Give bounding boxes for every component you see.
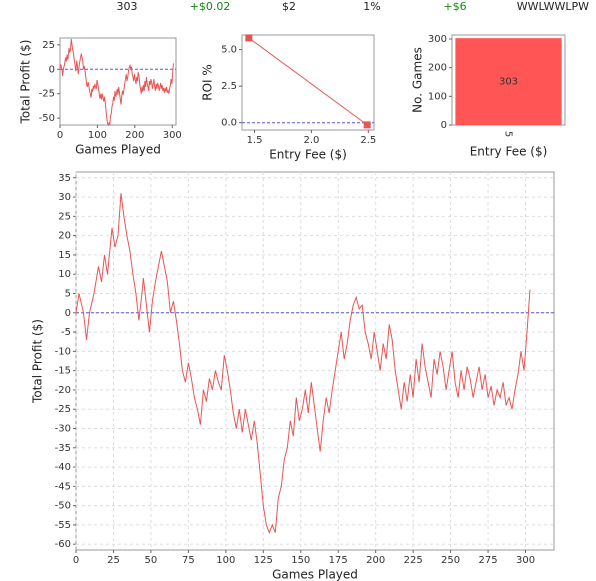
y-tick-label: 0.0 [221,118,237,129]
x-axis-label: Entry Fee ($) [269,148,347,162]
y-tick-label: 0 [441,120,447,131]
stat: +$0.02 [190,0,231,13]
y-tick-label: -30 [55,424,71,435]
y-axis-label: No. Games [411,47,425,113]
x-tick-label: 250 [441,555,460,566]
y-tick-label: -20 [55,385,71,396]
y-tick-label: -15 [55,366,71,377]
y-tick-label: 10 [58,269,71,280]
line [75,193,531,534]
y-axis-label: Total Profit ($) [19,40,33,125]
bar [455,38,562,126]
marker [363,121,371,129]
y-tick-label: -45 [55,481,71,492]
x-axis-label: Games Played [272,568,358,581]
y-tick-label: 0 [65,308,71,319]
y-tick-label: 30 [58,192,71,203]
y-tick-label: -60 [55,539,71,550]
plot-area [59,37,177,126]
y-tick-label: 0 [49,64,55,75]
x-tick-label: 2.5 [360,135,376,146]
x-tick-label: 25 [107,555,120,566]
x-tick-label: 2.0 [303,135,319,146]
x-tick-label: 300 [163,130,182,141]
line [248,37,368,126]
y-tick-label: 200 [428,63,447,74]
y-axis-label: Total Profit ($) [31,319,45,404]
y-tick-label: 25 [42,40,55,51]
x-tick-label: 200 [366,555,385,566]
y-tick-label: 300 [428,34,447,45]
x-tick-label: 175 [329,555,348,566]
x-tick-label: 200 [125,130,144,141]
x-tick-label: 75 [182,555,195,566]
x-tick-label: 275 [479,555,498,566]
y-tick-label: 2.5 [221,81,237,92]
stat: +$6 [443,0,466,13]
marker [245,34,253,42]
y-tick-label: -35 [55,443,71,454]
x-axis-label: Games Played [75,143,161,157]
plot-area [75,171,555,551]
y-tick-label: -25 [55,404,71,415]
stat: $2 [282,0,296,13]
y-axis-label: ROI % [201,64,215,101]
x-tick-label: 1.5 [247,135,263,146]
y-tick-label: -50 [55,501,71,512]
x-tick-label: 150 [291,555,310,566]
x-tick-label: 50 [145,555,158,566]
x-tick-label: 125 [254,555,273,566]
x-axis-label: Entry Fee ($) [470,145,548,159]
y-tick-label: -50 [39,113,55,124]
y-tick-label: 35 [58,173,71,184]
y-tick-label: 5.0 [221,45,237,56]
y-tick-label: -25 [39,89,55,100]
y-tick-label: 100 [428,91,447,102]
y-tick-label: -55 [55,520,71,531]
x-tick-label: 5 [503,131,514,137]
x-tick-label: 300 [516,555,535,566]
line [59,38,174,127]
y-tick-label: 25 [58,211,71,222]
stat: 303 [117,0,138,13]
y-tick-label: -10 [55,346,71,357]
y-tick-label: 20 [58,231,71,242]
stat: WWLWWLPW [517,0,589,13]
y-tick-label: -5 [61,327,71,338]
x-tick-label: 225 [404,555,423,566]
y-tick-label: 15 [58,250,71,261]
x-tick-label: 100 [216,555,235,566]
x-tick-label: 0 [57,130,63,141]
stat: 1% [363,0,380,13]
x-tick-label: 0 [73,555,79,566]
y-tick-label: 5 [65,289,71,300]
y-tick-label: -40 [55,462,71,473]
data-label: 303 [499,77,518,88]
x-tick-label: 100 [88,130,107,141]
